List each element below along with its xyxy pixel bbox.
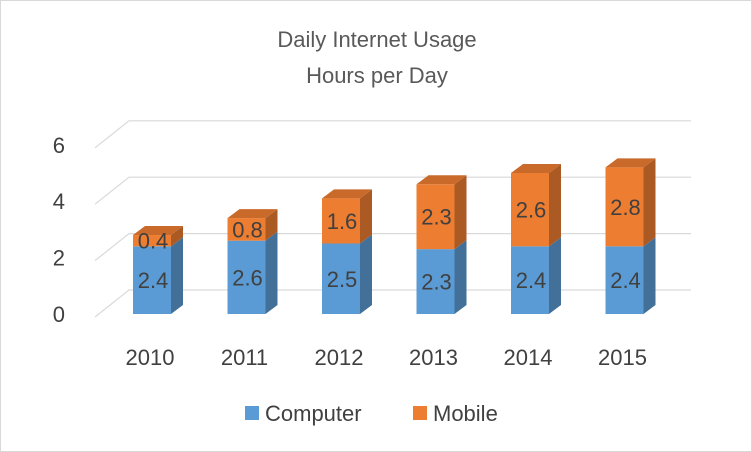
data-label-mobile-2012: 1.6 bbox=[327, 209, 358, 234]
data-label-mobile-2011: 0.8 bbox=[232, 217, 263, 242]
bar-segment-computer-2012 bbox=[322, 234, 372, 314]
data-label-computer-2014: 2.4 bbox=[516, 268, 547, 293]
chart-title: Daily Internet Usage bbox=[277, 27, 476, 52]
bar-segment-computer-2014 bbox=[511, 237, 561, 314]
data-label-mobile-2015: 2.8 bbox=[610, 195, 641, 220]
gridline bbox=[94, 176, 691, 205]
x-tick-label: 2010 bbox=[126, 345, 175, 370]
bar-segment-computer-2013 bbox=[416, 240, 467, 314]
legend: Computer Mobile bbox=[245, 401, 498, 426]
y-axis-ticks: 0 2 4 6 bbox=[53, 133, 65, 327]
data-label-computer-2011: 2.6 bbox=[232, 265, 263, 290]
data-label-computer-2012: 2.5 bbox=[327, 267, 358, 292]
bar-segment-mobile-2013 bbox=[416, 175, 467, 250]
bar-segment-computer-2015 bbox=[605, 237, 656, 314]
data-label-computer-2015: 2.4 bbox=[610, 268, 641, 293]
x-tick-label: 2012 bbox=[315, 345, 364, 370]
bar-segment-computer-2010 bbox=[133, 237, 183, 314]
gridline bbox=[94, 120, 691, 149]
y-tick-label: 6 bbox=[53, 133, 65, 158]
x-axis-ticks: 2010 2011 2012 2013 2014 2015 bbox=[126, 345, 647, 370]
legend-swatch bbox=[413, 406, 427, 420]
x-tick-label: 2011 bbox=[221, 345, 268, 370]
legend-swatch bbox=[245, 406, 259, 420]
data-label-computer-2013: 2.3 bbox=[421, 270, 452, 295]
data-label-mobile-2010: 0.4 bbox=[138, 229, 169, 254]
gridline bbox=[94, 289, 691, 318]
legend-label: Mobile bbox=[433, 401, 498, 426]
bars bbox=[133, 158, 656, 314]
gridlines bbox=[94, 120, 691, 318]
x-tick-label: 2013 bbox=[409, 345, 458, 370]
bar-segment-mobile-2012 bbox=[322, 189, 372, 244]
bar-segment-mobile-2015 bbox=[605, 158, 656, 247]
chart-subtitle: Hours per Day bbox=[306, 63, 448, 88]
legend-item-computer: Computer bbox=[245, 401, 362, 426]
y-tick-label: 0 bbox=[53, 302, 65, 327]
x-tick-label: 2014 bbox=[504, 345, 553, 370]
y-tick-label: 4 bbox=[53, 189, 65, 214]
bar-segment-mobile-2011 bbox=[227, 209, 278, 241]
data-label-computer-2010: 2.4 bbox=[138, 268, 169, 293]
y-tick-label: 2 bbox=[53, 246, 65, 271]
legend-label: Computer bbox=[265, 401, 362, 426]
legend-item-mobile: Mobile bbox=[413, 401, 498, 426]
bar-segment-computer-2011 bbox=[227, 231, 278, 314]
data-labels: 2.4 0.4 2.6 0.8 2.5 1.6 2.3 2.3 2.4 2.6 2.4 2.8 bbox=[138, 195, 641, 295]
data-label-mobile-2014: 2.6 bbox=[516, 198, 547, 223]
bar-segment-mobile-2010 bbox=[133, 226, 183, 247]
data-label-mobile-2013: 2.3 bbox=[421, 205, 452, 230]
gridline bbox=[94, 233, 691, 262]
bar-segment-mobile-2014 bbox=[511, 164, 561, 247]
x-tick-label: 2015 bbox=[598, 345, 647, 370]
